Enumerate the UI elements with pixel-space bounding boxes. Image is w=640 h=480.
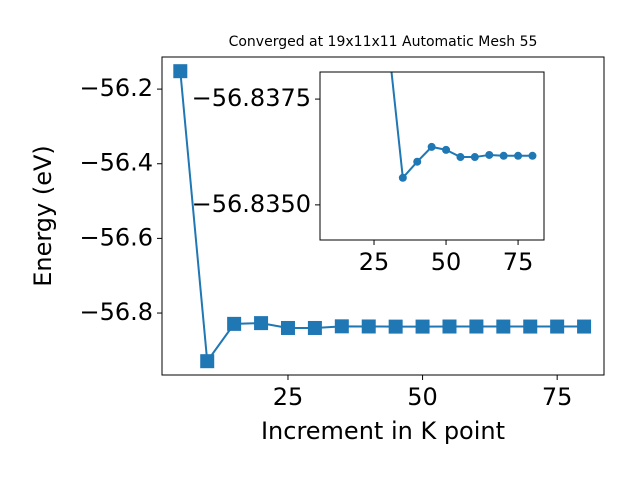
marker	[307, 320, 322, 335]
y-tick-label: −56.8	[79, 298, 153, 326]
axes-frame	[161, 56, 605, 376]
marker	[361, 319, 376, 334]
x-tick-label: 25	[359, 248, 390, 276]
x-tick-label: 50	[431, 248, 462, 276]
plot-area	[173, 64, 592, 369]
y-tick-label: −56.2	[79, 74, 153, 102]
y-tick-label: −56.8350	[192, 190, 311, 218]
marker	[528, 151, 537, 160]
marker	[456, 153, 465, 162]
marker	[550, 319, 565, 334]
y-tick-label: −56.8375	[192, 84, 311, 112]
marker	[499, 151, 508, 160]
y-tick-label: −56.6	[79, 223, 153, 251]
x-axis-label: Increment in K point	[261, 417, 505, 445]
x-tick-label: 25	[273, 383, 304, 411]
marker	[496, 319, 511, 334]
y-tick-label: −56.4	[79, 149, 153, 177]
y-axis-label: Energy (eV)	[29, 145, 57, 287]
marker	[485, 150, 494, 159]
x-tick-label: 75	[542, 383, 573, 411]
marker	[413, 157, 422, 166]
marker	[254, 316, 269, 331]
marker	[442, 319, 457, 334]
marker	[469, 319, 484, 334]
marker	[398, 173, 407, 182]
axes-frame	[319, 71, 545, 241]
x-tick-label: 75	[503, 248, 534, 276]
marker	[173, 64, 188, 79]
marker	[577, 319, 592, 334]
marker	[442, 145, 451, 154]
marker	[470, 153, 479, 162]
marker	[514, 151, 523, 160]
chart-title: Converged at 19x11x11 Automatic Mesh 55	[229, 34, 538, 50]
marker	[523, 319, 538, 334]
marker	[415, 319, 430, 334]
series-line	[179, 71, 585, 364]
marker	[227, 316, 242, 331]
x-tick-label: 50	[407, 383, 438, 411]
marker	[334, 319, 349, 334]
marker	[427, 142, 436, 151]
marker	[280, 320, 295, 335]
marker	[200, 354, 215, 369]
plot-area	[390, 72, 537, 182]
marker	[388, 319, 403, 334]
